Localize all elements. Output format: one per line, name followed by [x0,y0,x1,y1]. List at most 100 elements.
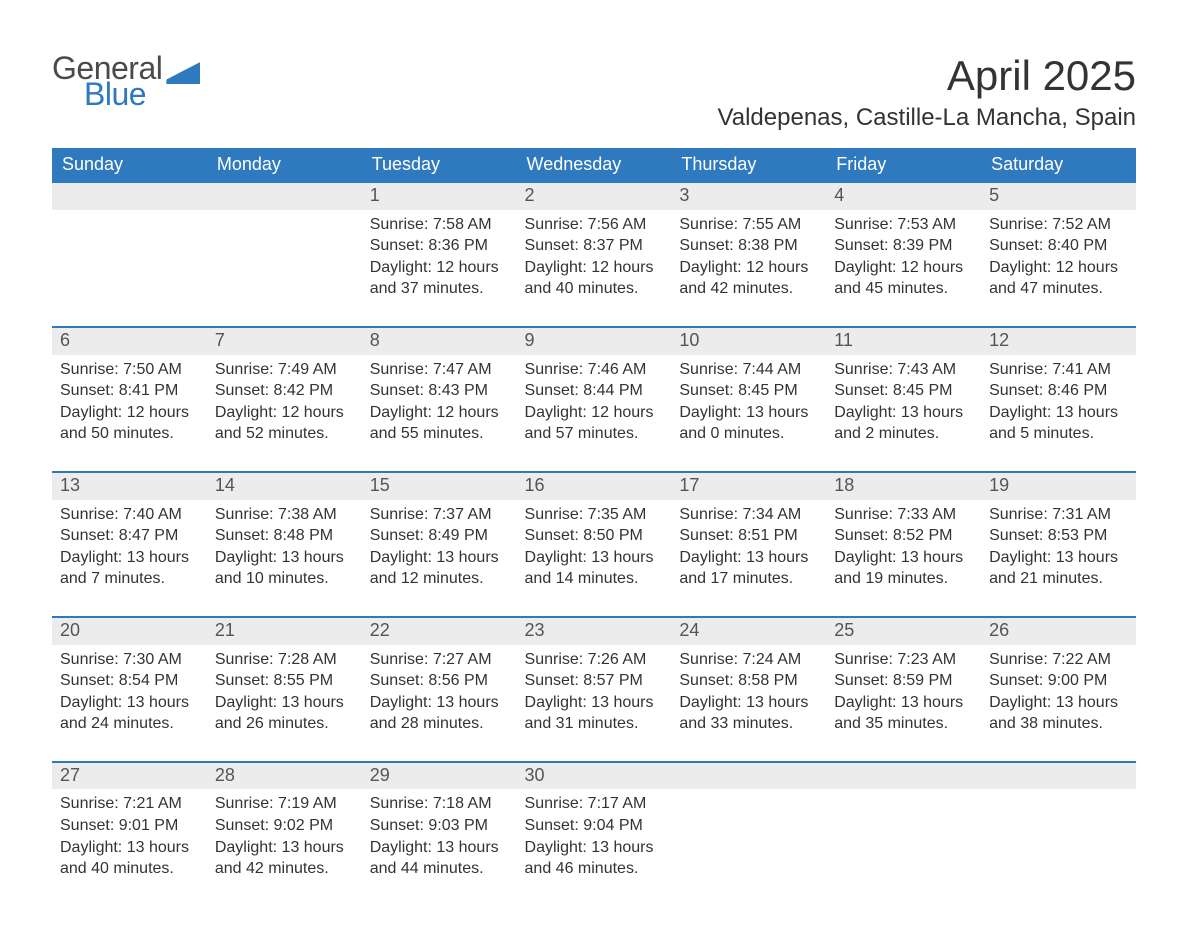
calendar-day-cell: 8Sunrise: 7:47 AMSunset: 8:43 PMDaylight… [362,327,517,472]
day-number [981,763,1136,790]
sunrise-text: Sunrise: 7:44 AM [679,359,818,381]
sunrise-text: Sunrise: 7:49 AM [215,359,354,381]
sunrise-text: Sunrise: 7:38 AM [215,504,354,526]
daylight-line-1: Daylight: 12 hours [834,257,973,279]
daylight-line-1: Daylight: 13 hours [60,547,199,569]
sunrise-text: Sunrise: 7:37 AM [370,504,509,526]
sunrise-text: Sunrise: 7:30 AM [60,649,199,671]
calendar-day-cell: 21Sunrise: 7:28 AMSunset: 8:55 PMDayligh… [207,617,362,762]
daylight-line-2: and 21 minutes. [989,568,1128,590]
daylight-line-1: Daylight: 13 hours [215,547,354,569]
calendar-day-cell: 6 Sunrise: 7:50 AMSunset: 8:41 PMDaylight… [52,327,207,472]
logo: General Blue [52,52,200,110]
day-details [826,789,981,901]
daylight-line-2: and 5 minutes. [989,423,1128,445]
daylight-line-1: Daylight: 13 hours [834,692,973,714]
sunrise-text: Sunrise: 7:52 AM [989,214,1128,236]
daylight-line-2: and 17 minutes. [679,568,818,590]
calendar-day-cell: 28Sunrise: 7:19 AMSunset: 9:02 PMDayligh… [207,762,362,906]
daylight-line-2: and 52 minutes. [215,423,354,445]
daylight-line-1: Daylight: 13 hours [370,692,509,714]
day-number: 24 [671,618,826,645]
sunrise-text: Sunrise: 7:40 AM [60,504,199,526]
daylight-line-1: Daylight: 12 hours [60,402,199,424]
calendar-day-cell: 22Sunrise: 7:27 AMSunset: 8:56 PMDayligh… [362,617,517,762]
calendar-week-row: 1Sunrise: 7:58 AMSunset: 8:36 PMDaylight… [52,183,1136,327]
calendar-empty-cell [207,183,362,327]
day-details: Sunrise: 7:37 AMSunset: 8:49 PMDaylight:… [362,500,517,616]
day-number: 29 [362,763,517,790]
calendar-day-cell: 19Sunrise: 7:31 AMSunset: 8:53 PMDayligh… [981,472,1136,617]
calendar-day-cell: 5Sunrise: 7:52 AMSunset: 8:40 PMDaylight… [981,183,1136,327]
calendar-day-cell: 9Sunrise: 7:46 AMSunset: 8:44 PMDaylight… [517,327,672,472]
sunrise-text: Sunrise: 7:26 AM [525,649,664,671]
day-number: 13 [52,473,207,500]
sunset-text: Sunset: 8:55 PM [215,670,354,692]
day-details: Sunrise: 7:21 AMSunset: 9:01 PMDaylight:… [52,789,207,905]
daylight-line-2: and 31 minutes. [525,713,664,735]
calendar-week-row: 27Sunrise: 7:21 AMSunset: 9:01 PMDayligh… [52,762,1136,906]
sunrise-text: Sunrise: 7:27 AM [370,649,509,671]
sunset-text: Sunset: 8:45 PM [679,380,818,402]
day-number [671,763,826,790]
day-details: Sunrise: 7:44 AMSunset: 8:45 PMDaylight:… [671,355,826,471]
day-details: Sunrise: 7:22 AMSunset: 9:00 PMDaylight:… [981,645,1136,761]
daylight-line-1: Daylight: 12 hours [215,402,354,424]
day-number: 6 [52,328,207,355]
day-number: 16 [517,473,672,500]
sunset-text: Sunset: 8:48 PM [215,525,354,547]
sunrise-text: Sunrise: 7:17 AM [525,793,664,815]
calendar-day-cell: 7Sunrise: 7:49 AMSunset: 8:42 PMDaylight… [207,327,362,472]
daylight-line-2: and 37 minutes. [370,278,509,300]
daylight-line-1: Daylight: 13 hours [679,402,818,424]
calendar-week-row: 13Sunrise: 7:40 AMSunset: 8:47 PMDayligh… [52,472,1136,617]
day-number: 11 [826,328,981,355]
day-details: Sunrise: 7:47 AMSunset: 8:43 PMDaylight:… [362,355,517,471]
weekday-header-row: Sunday Monday Tuesday Wednesday Thursday… [52,148,1136,183]
calendar-day-cell: 17Sunrise: 7:34 AMSunset: 8:51 PMDayligh… [671,472,826,617]
day-details: Sunrise: 7:41 AMSunset: 8:46 PMDaylight:… [981,355,1136,471]
sunrise-text: Sunrise: 7:28 AM [215,649,354,671]
sunrise-text: Sunrise: 7:33 AM [834,504,973,526]
calendar-empty-cell [671,762,826,906]
calendar-day-cell: 14 Sunrise: 7:38 AMSunset: 8:48 PMDayligh… [207,472,362,617]
sunrise-text: Sunrise: 7:41 AM [989,359,1128,381]
sunset-text: Sunset: 8:57 PM [525,670,664,692]
day-details: Sunrise: 7:18 AMSunset: 9:03 PMDaylight:… [362,789,517,905]
sunset-text: Sunset: 9:03 PM [370,815,509,837]
day-number: 14 [207,473,362,500]
calendar-day-cell: 23Sunrise: 7:26 AMSunset: 8:57 PMDayligh… [517,617,672,762]
sunrise-text: Sunrise: 7:31 AM [989,504,1128,526]
day-number: 18 [826,473,981,500]
day-number [52,183,207,210]
daylight-line-1: Daylight: 12 hours [370,402,509,424]
sunrise-text: Sunrise: 7:53 AM [834,214,973,236]
calendar-day-cell: 3Sunrise: 7:55 AMSunset: 8:38 PMDaylight… [671,183,826,327]
day-details: Sunrise: 7:34 AMSunset: 8:51 PMDaylight:… [671,500,826,616]
day-number: 1 [362,183,517,210]
calendar-empty-cell [826,762,981,906]
day-details: Sunrise: 7:30 AMSunset: 8:54 PMDaylight:… [52,645,207,761]
daylight-line-1: Daylight: 12 hours [525,402,664,424]
sunset-text: Sunset: 8:47 PM [60,525,199,547]
day-details [671,789,826,901]
day-number: 4 [826,183,981,210]
daylight-line-1: Daylight: 13 hours [215,837,354,859]
calendar-table: Sunday Monday Tuesday Wednesday Thursday… [52,148,1136,906]
sunset-text: Sunset: 8:41 PM [60,380,199,402]
sunrise-text: Sunrise: 7:21 AM [60,793,199,815]
daylight-line-2: and 7 minutes. [60,568,199,590]
day-number: 19 [981,473,1136,500]
sunset-text: Sunset: 8:53 PM [989,525,1128,547]
sunrise-text: Sunrise: 7:50 AM [60,359,199,381]
logo-flag-icon [166,62,200,84]
calendar-day-cell: 15Sunrise: 7:37 AMSunset: 8:49 PMDayligh… [362,472,517,617]
day-details: Sunrise: 7:31 AMSunset: 8:53 PMDaylight:… [981,500,1136,616]
calendar-week-row: 20Sunrise: 7:30 AMSunset: 8:54 PMDayligh… [52,617,1136,762]
daylight-line-1: Daylight: 13 hours [370,837,509,859]
sunset-text: Sunset: 8:49 PM [370,525,509,547]
day-number: 10 [671,328,826,355]
day-details: Sunrise: 7:53 AMSunset: 8:39 PMDaylight:… [826,210,981,326]
daylight-line-1: Daylight: 13 hours [215,692,354,714]
daylight-line-1: Daylight: 13 hours [525,692,664,714]
